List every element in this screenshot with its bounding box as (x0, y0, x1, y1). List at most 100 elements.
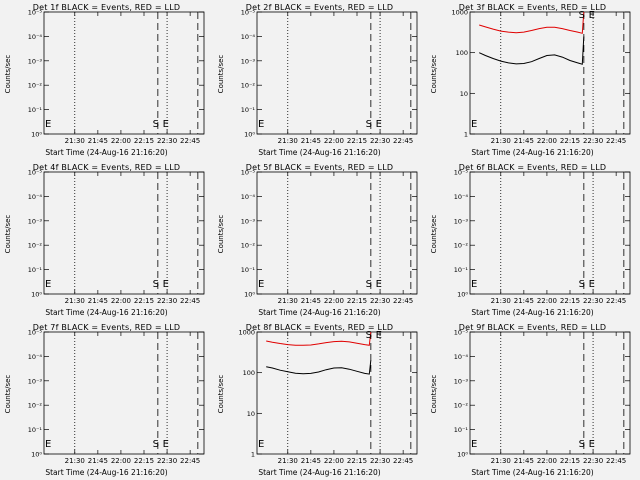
panel-chart: 21:30 21:45 22:00 22:15 22:30 22:45 10⁰ 10⁻¹ 10⁻… (28, 169, 205, 305)
plot-frame (43, 11, 205, 135)
x-tick-label: 22:45 (393, 457, 413, 465)
y-tick-label: 1 (251, 451, 255, 459)
x-axis-label: Start Time (24-Aug-16 21:16:20) (471, 308, 594, 317)
x-tick-label: 22:30 (583, 297, 603, 305)
y-tick-label: 10⁻⁴ (28, 193, 43, 201)
x-tick-label: 22:00 (537, 457, 557, 465)
x-tick-label: 22:30 (370, 137, 390, 145)
end-marker-label: E (376, 330, 382, 341)
start-marker-label: S (153, 439, 159, 450)
x-tick-label: 22:15 (134, 137, 154, 145)
detector-panel: 21:30 21:45 22:00 22:15 22:30 22:45 10⁰ 10⁻¹ 10⁻… (0, 160, 213, 320)
panel-title: Det 1f BLACK = Events, RED = LLD (32, 3, 181, 12)
x-tick-label: 21:45 (301, 457, 321, 465)
x-tick-label: 22:30 (157, 457, 177, 465)
start-marker-label: S (579, 10, 585, 21)
x-tick-label: 21:30 (491, 457, 511, 465)
x-axis-label: Start Time (24-Aug-16 21:16:20) (471, 468, 594, 477)
y-tick-label: 10⁻¹ (241, 266, 256, 274)
panel-title: Det 3f BLACK = Events, RED = LLD (458, 3, 607, 12)
y-tick-label: 10⁻⁴ (454, 193, 469, 201)
x-axis-label: Start Time (24-Aug-16 21:16:20) (45, 148, 168, 157)
y-tick-label: 10⁻² (28, 242, 43, 250)
y-tick-label: 10⁻³ (28, 217, 43, 225)
x-tick-label: 22:30 (370, 297, 390, 305)
end-marker-label: E (589, 10, 595, 21)
y-axis-label: Counts/sec (430, 374, 438, 414)
x-tick-label: 22:15 (560, 457, 580, 465)
end-marker-label: E (45, 439, 51, 450)
end-marker-label: E (163, 119, 169, 130)
panel-chart: 21:30 21:45 22:00 22:15 22:30 22:45 10⁰ 10⁻¹ 10⁻… (28, 9, 205, 145)
x-tick-label: 21:45 (88, 457, 108, 465)
x-tick-label: 22:45 (180, 137, 200, 145)
end-marker-label: E (258, 439, 264, 450)
panel-title: Det 6f BLACK = Events, RED = LLD (458, 163, 607, 172)
panel-title: Det 9f BLACK = Events, RED = LLD (458, 323, 607, 332)
start-marker-label: S (579, 279, 585, 290)
detector-panel: 21:30 21:45 22:00 22:15 22:30 22:45 10⁰ 10⁻¹ 10⁻… (426, 320, 639, 480)
end-marker-label: E (163, 279, 169, 290)
x-axis-label: Start Time (24-Aug-16 21:16:20) (258, 308, 381, 317)
panel-title: Det 7f BLACK = Events, RED = LLD (32, 323, 181, 332)
x-tick-label: 22:15 (134, 297, 154, 305)
x-tick-label: 22:00 (324, 457, 344, 465)
end-marker-label: E (376, 279, 382, 290)
y-tick-label: 10 (460, 90, 468, 98)
detector-panel: 21:30 21:45 22:00 22:15 22:30 22:45 1 10 100 1000… (426, 0, 639, 160)
plot-frame (256, 171, 418, 295)
plot-frame (43, 331, 205, 455)
y-tick-label: 10⁻⁵ (454, 169, 469, 177)
panel-chart: 21:30 21:45 22:00 22:15 22:30 22:45 1 10 100 1000… (238, 329, 418, 465)
y-axis-label: Counts/sec (430, 54, 438, 94)
start-marker-label: S (366, 330, 372, 341)
y-tick-label: 10⁻⁵ (241, 169, 256, 177)
y-tick-label: 10⁻⁴ (454, 353, 469, 361)
y-tick-label: 10⁻⁵ (454, 329, 469, 337)
y-tick-label: 10⁻⁴ (28, 33, 43, 41)
end-marker-label: E (471, 279, 477, 290)
panel-title: Det 4f BLACK = Events, RED = LLD (32, 163, 181, 172)
end-marker-label: E (45, 279, 51, 290)
x-axis-label: Start Time (24-Aug-16 21:16:20) (45, 308, 168, 317)
plot-frame (43, 171, 205, 295)
end-marker-label: E (163, 439, 169, 450)
start-marker-label: S (153, 279, 159, 290)
panel-title: Det 5f BLACK = Events, RED = LLD (245, 163, 394, 172)
detector-panel: 21:30 21:45 22:00 22:15 22:30 22:45 10⁰ 10⁻¹ 10⁻… (213, 0, 426, 160)
y-tick-label: 10⁻³ (28, 57, 43, 65)
y-tick-label: 10⁻³ (28, 377, 43, 385)
end-marker-label: E (45, 119, 51, 130)
x-tick-label: 21:45 (514, 457, 534, 465)
start-marker-label: S (153, 119, 159, 130)
x-tick-label: 22:00 (111, 297, 131, 305)
x-tick-label: 22:45 (393, 137, 413, 145)
x-tick-label: 22:30 (370, 457, 390, 465)
y-tick-label: 10⁻⁵ (28, 9, 43, 17)
x-tick-label: 22:45 (180, 457, 200, 465)
end-marker-label: E (376, 119, 382, 130)
x-tick-label: 21:30 (491, 137, 511, 145)
y-tick-label: 10⁻¹ (28, 426, 43, 434)
end-marker-label: E (589, 439, 595, 450)
panel-title: Det 2f BLACK = Events, RED = LLD (245, 3, 394, 12)
x-tick-label: 21:45 (301, 137, 321, 145)
y-axis-label: Counts/sec (4, 374, 12, 414)
x-tick-label: 21:30 (65, 297, 85, 305)
x-tick-label: 22:00 (324, 297, 344, 305)
x-tick-label: 22:15 (134, 457, 154, 465)
x-tick-label: 22:00 (324, 137, 344, 145)
y-tick-label: 10⁻¹ (454, 426, 469, 434)
y-tick-label: 10⁰ (31, 291, 42, 299)
x-tick-label: 22:15 (347, 137, 367, 145)
plot-frame (469, 11, 631, 135)
y-tick-label: 10⁰ (457, 451, 468, 459)
y-tick-label: 10⁻² (241, 242, 256, 250)
y-tick-label: 10⁰ (244, 131, 255, 139)
x-tick-label: 22:30 (157, 137, 177, 145)
x-tick-label: 22:30 (583, 457, 603, 465)
x-tick-label: 22:15 (560, 297, 580, 305)
panel-chart: 21:30 21:45 22:00 22:15 22:30 22:45 10⁰ 10⁻¹ 10⁻… (454, 169, 631, 305)
detector-panel: 21:30 21:45 22:00 22:15 22:30 22:45 10⁰ 10⁻¹ 10⁻… (0, 0, 213, 160)
